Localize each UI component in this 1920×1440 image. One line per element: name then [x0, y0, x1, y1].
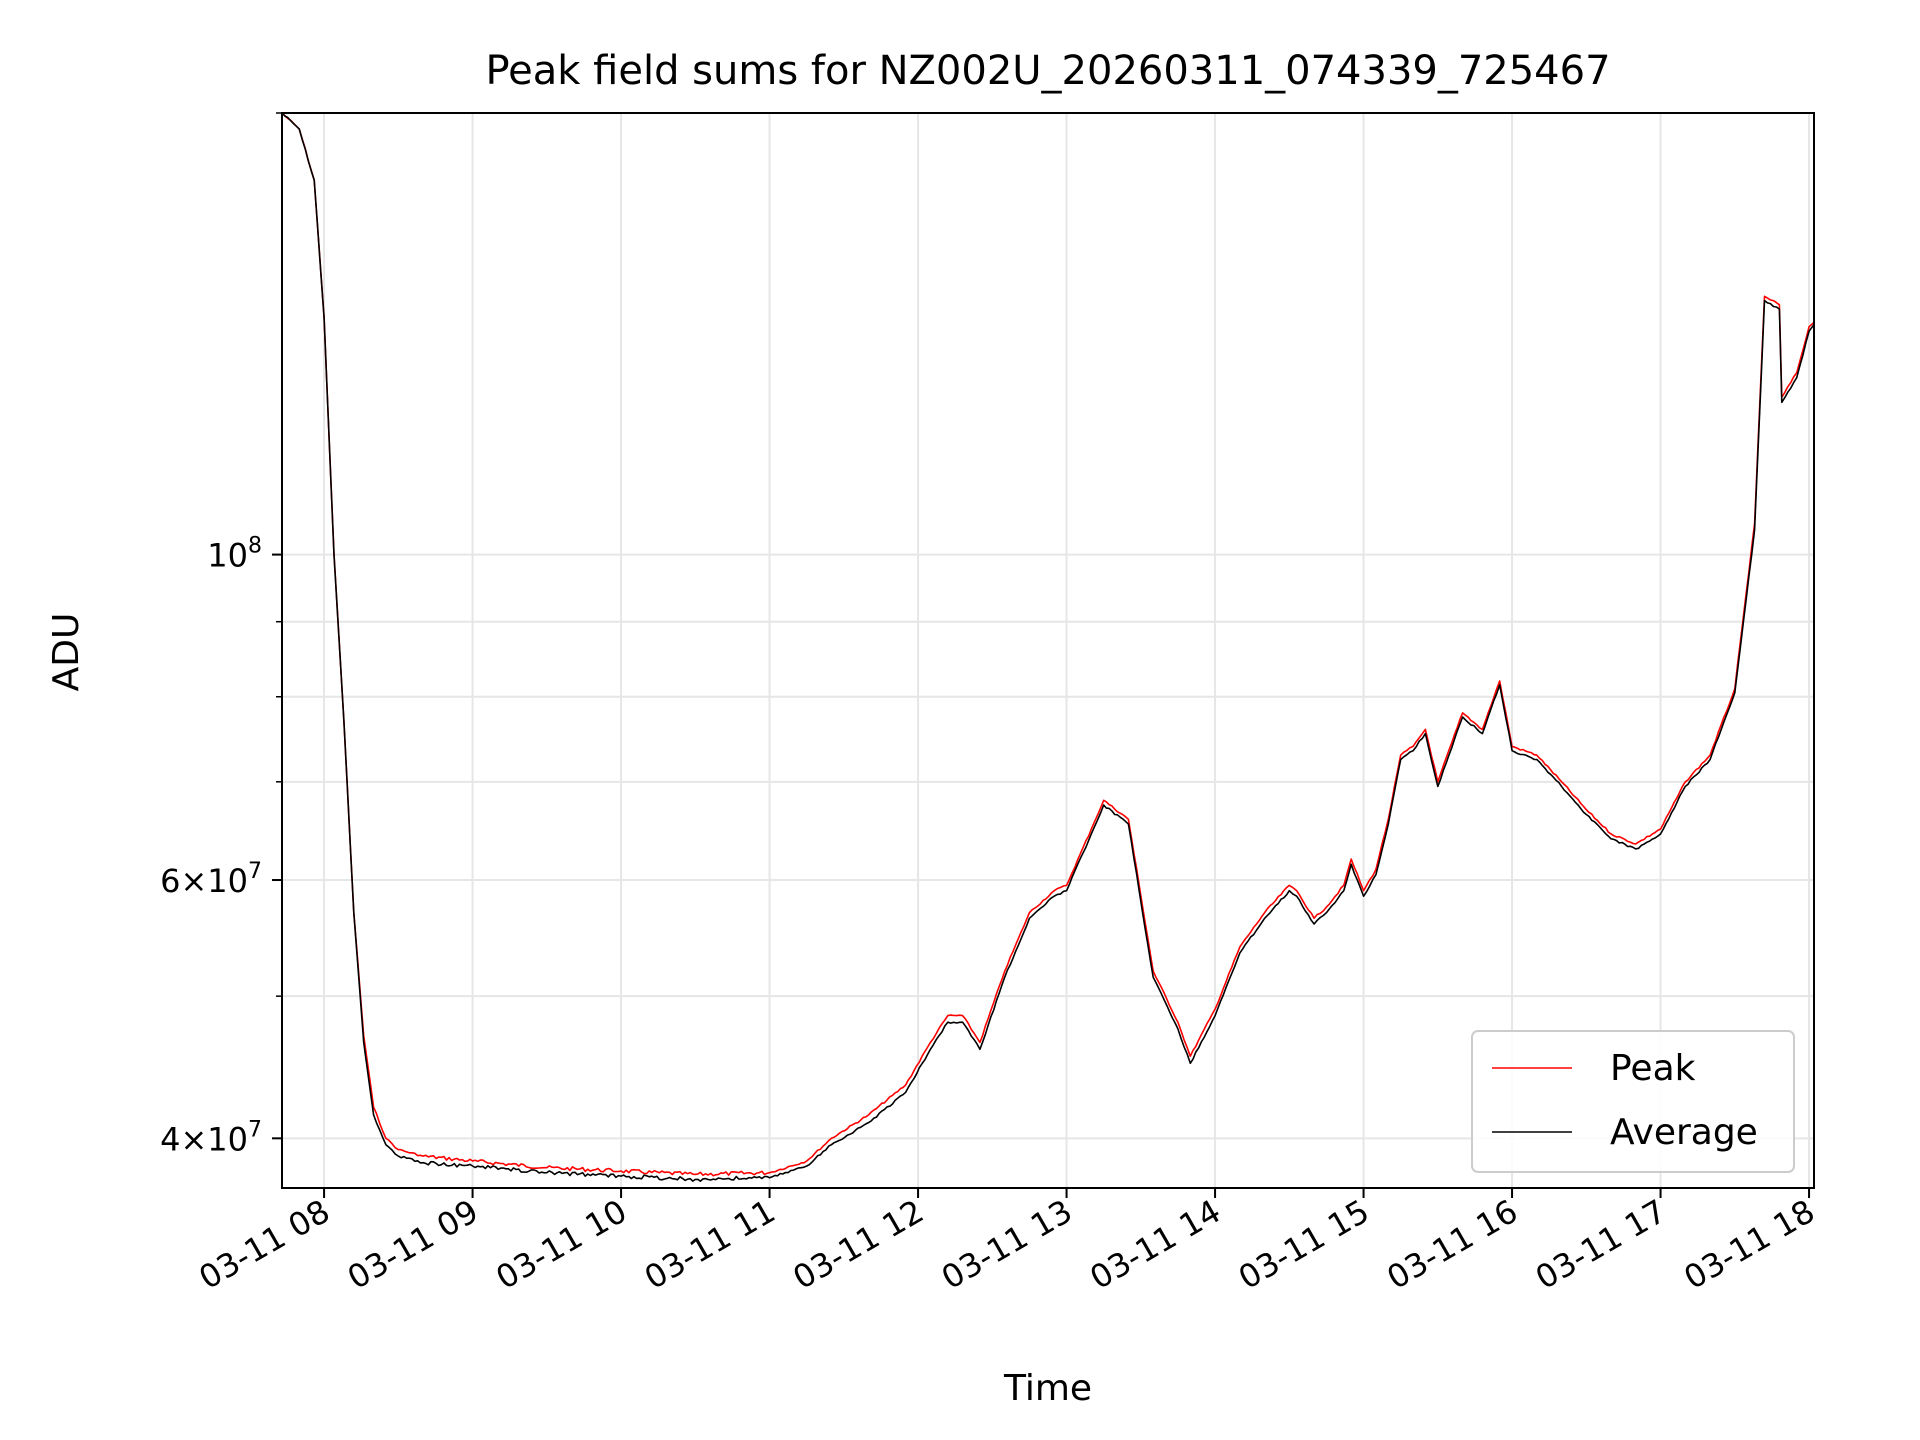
x-axis: 03-11 08 03-11 09 03-11 10 03-11 11 03-11 12…	[192, 1188, 1821, 1297]
x-tick-label: 03-11 16	[1380, 1192, 1524, 1297]
x-tick-label: 03-11 12	[786, 1192, 930, 1297]
series-lines	[281, 112, 1815, 1182]
series-line-peak	[281, 112, 1815, 1177]
x-tick-label: 03-11 08	[192, 1192, 336, 1297]
x-tick-label: 03-11 14	[1083, 1192, 1227, 1297]
y-axis-label: ADU	[46, 613, 87, 692]
plot-frame	[281, 112, 1815, 1189]
y-tick-label: 108	[207, 534, 262, 575]
y-tick-label: 6×107	[160, 859, 262, 900]
x-tick-label: 03-11 18	[1677, 1192, 1821, 1297]
series-line-average	[281, 112, 1815, 1182]
x-tick-label: 03-11 13	[935, 1192, 1079, 1297]
y-axis: 108 6×107 4×107	[160, 112, 282, 1158]
x-tick-label: 03-11 10	[489, 1192, 633, 1297]
legend-box	[1471, 1030, 1795, 1173]
x-tick-label: 03-11 11	[638, 1192, 782, 1297]
x-tick-label: 03-11 09	[341, 1192, 485, 1297]
x-tick-label: 03-11 17	[1529, 1192, 1673, 1297]
y-tick-label: 4×107	[160, 1117, 262, 1158]
x-axis-label: Time	[1003, 1368, 1092, 1409]
legend-label-peak: Peak	[1610, 1048, 1696, 1089]
grid-lines	[282, 112, 1814, 1188]
chart-title: Peak field sums for NZ002U_20260311_0743…	[485, 48, 1610, 94]
x-tick-label: 03-11 15	[1232, 1192, 1376, 1297]
legend: Peak Average	[1471, 1030, 1795, 1173]
legend-label-average: Average	[1610, 1112, 1758, 1153]
